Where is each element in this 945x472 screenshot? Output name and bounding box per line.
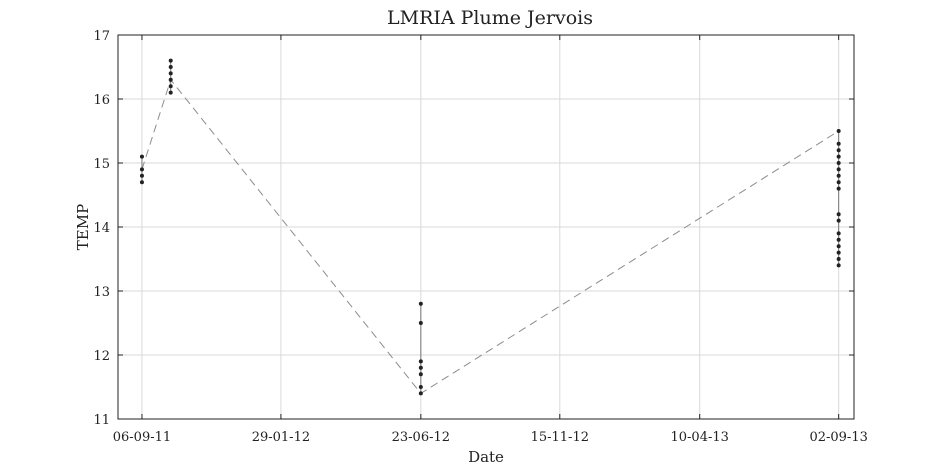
- y-tick-label: 11: [93, 413, 110, 428]
- y-tick-label: 13: [93, 285, 110, 300]
- x-axis-label: Date: [468, 448, 504, 466]
- data-point: [836, 237, 841, 242]
- data-point: [168, 71, 173, 76]
- data-point: [836, 218, 841, 223]
- y-tick-label: 17: [93, 29, 110, 44]
- mean-trend: [141, 78, 839, 395]
- data-point: [836, 129, 841, 133]
- y-tick-label: 16: [93, 93, 110, 108]
- axis-ticks: 06-09-11 29-01-12 23-06-12 15-11-12 10-04-13…: [93, 29, 867, 445]
- data-point: [836, 148, 841, 153]
- data-point: [139, 173, 144, 178]
- data-point: [836, 244, 841, 249]
- data-point: [836, 154, 841, 159]
- data-point: [418, 365, 423, 370]
- data-point: [418, 301, 423, 306]
- data-point: [836, 212, 841, 217]
- y-tick-label: 15: [93, 157, 110, 172]
- data-points: [139, 58, 841, 396]
- data-point: [836, 186, 841, 191]
- x-tick-label: 29-01-12: [252, 430, 310, 445]
- data-point: [168, 65, 173, 69]
- data-point: [836, 180, 841, 185]
- x-tick-label: 15-11-12: [531, 430, 589, 445]
- data-point: [836, 231, 841, 236]
- data-point: [168, 84, 173, 89]
- data-point: [836, 173, 841, 178]
- x-tick-label: 10-04-13: [670, 430, 728, 445]
- data-point: [836, 161, 841, 165]
- data-point: [836, 250, 841, 255]
- data-point: [168, 58, 173, 63]
- trend-line: [141, 78, 839, 395]
- x-tick-label: 02-09-13: [809, 430, 867, 445]
- data-point: [836, 257, 841, 261]
- data-point: [836, 263, 841, 268]
- y-axis-label: TEMP: [74, 204, 92, 250]
- data-point: [168, 90, 173, 95]
- chart-title: LMRIA Plume Jervois: [387, 7, 593, 29]
- data-point: [139, 154, 144, 159]
- data-point: [139, 167, 144, 172]
- y-tick-label: 12: [93, 349, 110, 364]
- x-tick-label: 06-09-11: [113, 430, 171, 445]
- grid: [118, 34, 854, 420]
- data-point: [168, 77, 173, 82]
- data-point: [836, 167, 841, 172]
- data-point: [418, 359, 423, 364]
- data-point: [139, 180, 144, 185]
- data-point: [418, 391, 423, 396]
- data-point: [418, 321, 423, 325]
- x-tick-label: 23-06-12: [392, 430, 450, 445]
- data-point: [836, 141, 841, 146]
- data-point: [418, 372, 423, 377]
- data-point: [418, 385, 423, 389]
- y-tick-label: 14: [93, 221, 110, 236]
